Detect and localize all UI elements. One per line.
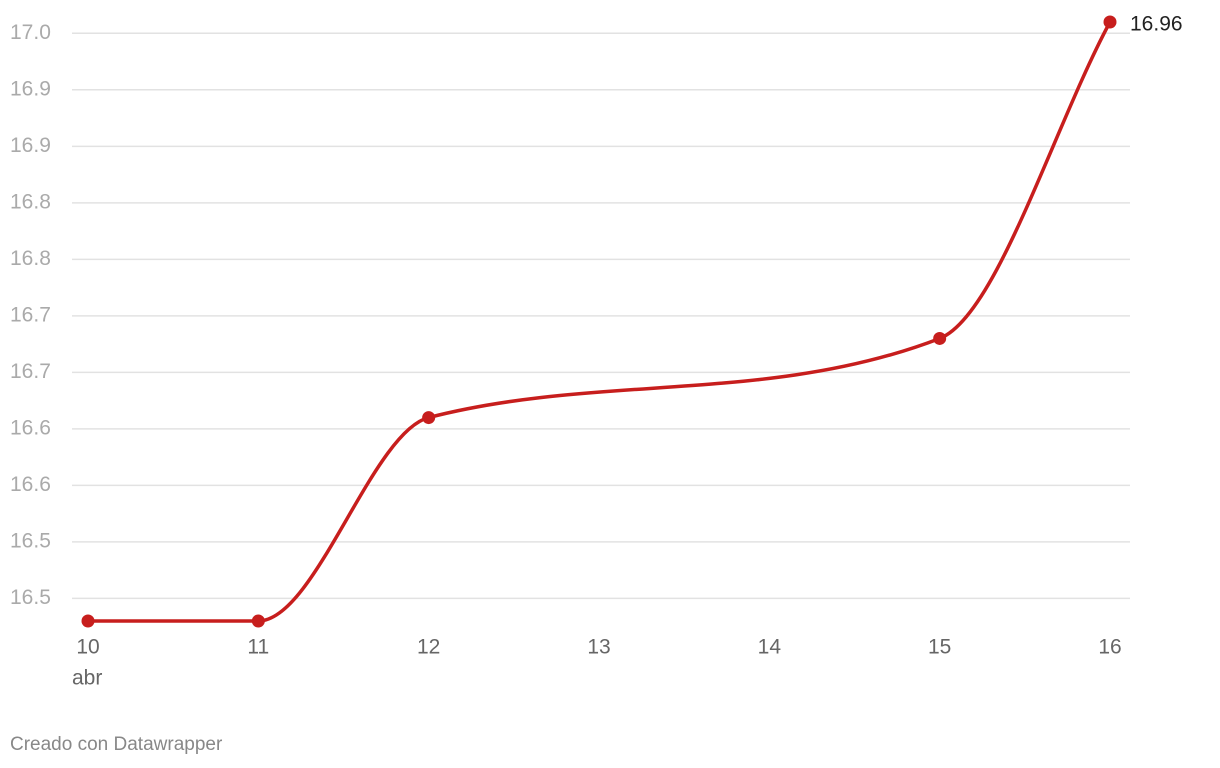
x-tick-label: 12 bbox=[417, 636, 440, 659]
y-tick-label: 16.5 bbox=[10, 586, 51, 609]
line bbox=[88, 21, 1112, 623]
y-tick-label: 16.5 bbox=[10, 529, 51, 552]
y-tick-label: 16.9 bbox=[10, 77, 51, 100]
credit: Creado con Datawrapper bbox=[10, 734, 223, 755]
x-tick-label: 13 bbox=[587, 636, 610, 659]
x-tick-label: 11 bbox=[247, 636, 269, 659]
y-tick-label: 16.9 bbox=[10, 134, 51, 157]
y-tick-label: 17.0 bbox=[10, 21, 51, 44]
point bbox=[81, 614, 95, 628]
value-label: 16.96 bbox=[1130, 13, 1183, 36]
x-tick-label: 16 bbox=[1098, 636, 1121, 659]
point bbox=[1103, 15, 1117, 29]
y-tick-label: 16.6 bbox=[10, 416, 51, 439]
point bbox=[251, 614, 265, 628]
x-axis-label: abr bbox=[72, 667, 102, 690]
point bbox=[422, 411, 436, 425]
y-tick-label: 16.7 bbox=[10, 360, 51, 383]
x-tick-label: 14 bbox=[758, 636, 782, 659]
y-tick-label: 16.8 bbox=[10, 247, 51, 270]
y-tick-label: 16.6 bbox=[10, 473, 51, 496]
x-tick-label: 15 bbox=[928, 636, 951, 659]
point bbox=[933, 331, 947, 345]
y-tick-label: 16.7 bbox=[10, 303, 51, 326]
y-tick-label: 16.8 bbox=[10, 190, 51, 213]
x-tick-label: 10 bbox=[76, 636, 99, 659]
